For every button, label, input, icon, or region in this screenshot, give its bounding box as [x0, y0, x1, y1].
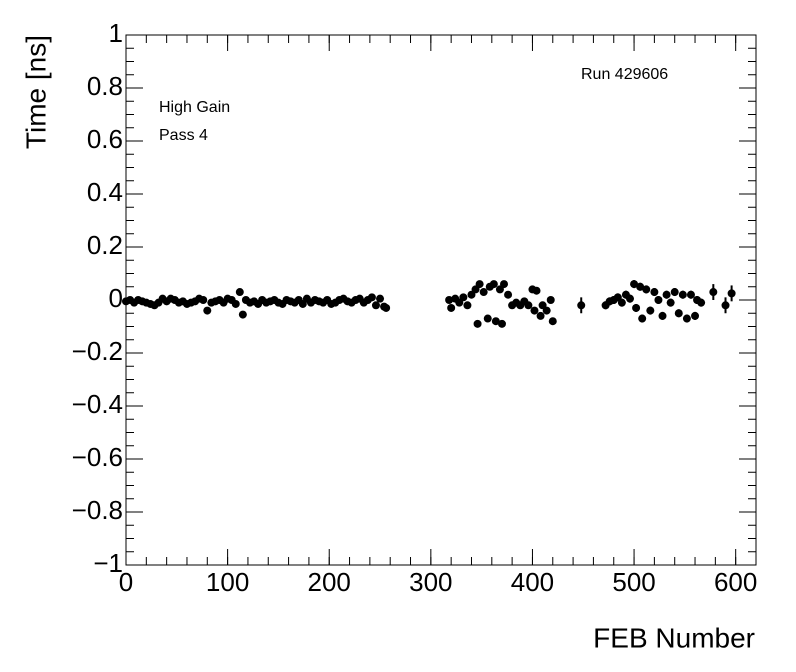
point	[447, 303, 456, 312]
point	[548, 317, 557, 326]
point	[727, 289, 736, 298]
point	[709, 288, 718, 297]
point	[577, 301, 586, 310]
point	[473, 319, 482, 328]
annotation: Pass 4	[159, 127, 208, 144]
y-tick-label: 1	[109, 18, 123, 48]
annotation: High Gain	[159, 99, 230, 116]
point	[376, 294, 385, 303]
x-tick-label: 100	[206, 567, 249, 597]
point	[532, 286, 541, 295]
point	[642, 285, 651, 294]
point	[231, 299, 240, 308]
point	[546, 296, 555, 304]
point	[666, 298, 675, 307]
x-tick-label: 400	[511, 567, 554, 597]
y-tick-label: −0.6	[72, 442, 123, 472]
point	[497, 319, 506, 328]
y-tick-label: 0	[109, 283, 123, 313]
y-tick-label: −0.2	[72, 336, 123, 366]
point	[491, 317, 500, 326]
point	[536, 311, 545, 320]
point	[500, 280, 508, 289]
point	[617, 298, 626, 307]
point	[530, 306, 539, 315]
point	[475, 280, 484, 289]
point	[382, 303, 391, 312]
point	[504, 290, 513, 299]
point	[203, 306, 212, 315]
point	[646, 306, 655, 315]
y-tick-label: 0.4	[87, 177, 123, 207]
x-tick-label: 600	[714, 567, 757, 597]
point	[654, 296, 663, 304]
point	[697, 298, 706, 307]
y-axis-label: Time [ns]	[20, 35, 51, 149]
y-tick-label: 0.6	[87, 124, 123, 154]
point	[632, 303, 641, 312]
point	[367, 293, 376, 302]
point	[674, 309, 683, 318]
point	[371, 301, 380, 310]
point	[686, 290, 695, 299]
point	[459, 293, 468, 302]
point	[662, 290, 671, 299]
point	[479, 288, 488, 297]
y-tick-label: 0.8	[87, 71, 123, 101]
y-tick-label: 0.2	[87, 230, 123, 260]
point	[670, 288, 679, 297]
point	[489, 280, 498, 289]
annotation: Run 429606	[581, 66, 668, 83]
x-tick-label: 0	[119, 567, 133, 597]
point	[630, 280, 639, 289]
y-tick-label: −0.4	[72, 389, 123, 419]
point	[463, 301, 472, 310]
point	[524, 301, 533, 310]
point	[678, 290, 687, 299]
point	[650, 288, 659, 297]
y-tick-label: −1	[93, 548, 123, 578]
point	[691, 311, 700, 320]
point	[682, 314, 691, 323]
point	[721, 301, 730, 310]
y-tick-label: −0.8	[72, 495, 123, 525]
point	[542, 306, 551, 315]
point	[445, 296, 454, 304]
point	[235, 288, 244, 297]
x-tick-label: 500	[612, 567, 655, 597]
point	[238, 310, 247, 319]
point	[638, 314, 647, 323]
point	[626, 294, 634, 303]
point	[199, 296, 208, 304]
x-axis-label: FEB Number	[593, 622, 755, 653]
point	[658, 311, 667, 320]
point	[636, 282, 645, 291]
x-tick-label: 200	[308, 567, 351, 597]
point	[483, 314, 492, 323]
x-tick-label: 300	[409, 567, 452, 597]
